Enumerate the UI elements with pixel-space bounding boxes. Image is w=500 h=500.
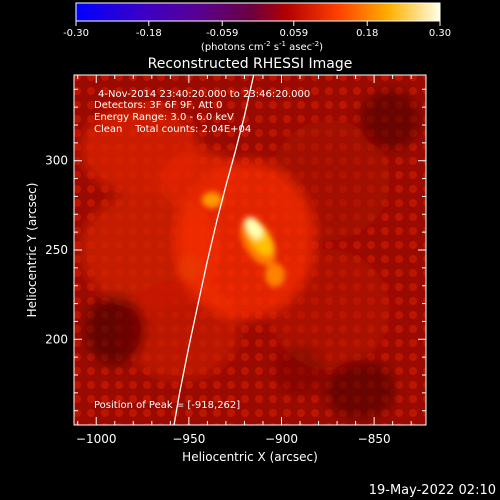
y-tick-label: 250 [45, 243, 68, 257]
heatmap-image [74, 75, 426, 425]
x-axis-label: Heliocentric X (arcsec) [182, 450, 318, 464]
colorbar-gradient [75, 2, 441, 22]
colorbar-tick-label: -0.059 [206, 28, 238, 39]
colorbar-ticks: -0.30 -0.18 -0.059 0.059 0.18 0.30 [63, 21, 451, 39]
chart-title: Reconstructed RHESSI Image [148, 56, 353, 72]
colorbar-tick-label: -0.30 [63, 28, 89, 39]
x-tick-label: −950 [172, 432, 205, 446]
solar-limb-curve [173, 75, 255, 425]
colorbar-tick-label: -0.18 [136, 28, 162, 39]
annotation-detectors: Detectors: 3F 6F 9F, Att 0 [94, 100, 222, 111]
colorbar-units: (photons cm-2 s-1 asec-2) [201, 40, 323, 53]
x-axis-ticks: −1000 −950 −900 −850 [76, 75, 412, 446]
x-tick-label: −850 [358, 432, 391, 446]
y-tick-label: 300 [45, 154, 68, 168]
y-tick-label: 200 [45, 332, 68, 346]
x-tick-label: −900 [265, 432, 298, 446]
footer-timestamp: 19-May-2022 02:10 [369, 483, 496, 498]
colorbar-tick-label: 0.059 [279, 28, 308, 39]
colorbar-tick-label: 0.30 [429, 28, 451, 39]
colorbar: -0.30 -0.18 -0.059 0.059 0.18 0.30 (photons c… [63, 2, 451, 53]
x-tick-label: −1000 [76, 432, 117, 446]
annotation-block: 4-Nov-2014 23:40:20.000 to 23:46:20.000 … [94, 89, 310, 135]
y-axis-label: Heliocentric Y (arcsec) [25, 183, 39, 318]
colorbar-tick-label: 0.18 [356, 28, 378, 39]
annotation-energy-range: Energy Range: 3.0 - 6.0 keV [94, 112, 234, 123]
peak-position-label: Position of Peak = [-918,262] [94, 400, 240, 411]
annotation-clean-counts: Clean Total counts: 2.04E+04 [94, 124, 251, 135]
y-axis-ticks: 200 250 300 [45, 88, 426, 412]
annotation-time-range: 4-Nov-2014 23:40:20.000 to 23:46:20.000 [98, 89, 310, 100]
